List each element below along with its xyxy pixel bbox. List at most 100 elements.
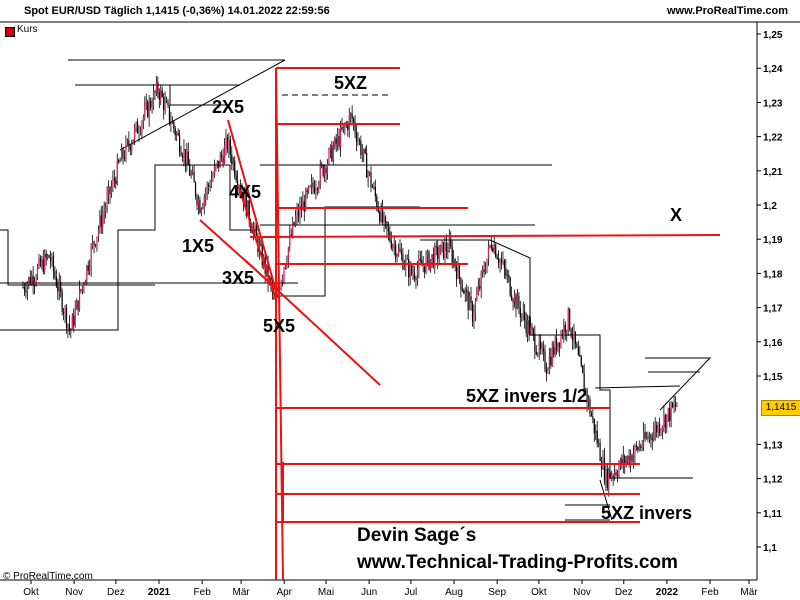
candle-body (358, 140, 360, 142)
candle-body (374, 186, 376, 197)
x-tick-label: Apr (276, 587, 292, 598)
candle-body (161, 90, 163, 97)
candle-body (142, 116, 144, 123)
candle-body (476, 294, 478, 301)
candle-body (148, 100, 150, 117)
y-tick-label: 1,1 (763, 543, 777, 554)
candle-body (509, 277, 511, 296)
candle-body (403, 266, 405, 270)
candle-body (670, 402, 672, 421)
candle-body (466, 289, 468, 292)
candle-body (337, 135, 339, 144)
candle-body (469, 296, 471, 311)
candle-body (215, 164, 217, 167)
candle-body (580, 356, 582, 366)
candle-body (200, 208, 202, 214)
candle-body (138, 132, 140, 134)
x-tick-label: Nov (65, 587, 83, 598)
candle-body (603, 458, 606, 482)
candle-body (490, 245, 492, 248)
candle-body (280, 281, 282, 290)
annotation-label: 2X5 (212, 97, 244, 117)
y-tick-label: 1,19 (763, 235, 783, 246)
candle-body (585, 389, 587, 391)
candle-body (147, 101, 149, 117)
candle-body (673, 404, 675, 408)
candle-body (422, 265, 424, 267)
candle-body (128, 140, 130, 147)
candle-body (435, 246, 437, 248)
candle-body (467, 291, 469, 311)
candle-body (297, 210, 300, 217)
candle-body (598, 443, 600, 445)
candle-body (502, 261, 504, 263)
candle-body (648, 434, 650, 439)
candle-body (587, 399, 590, 403)
candle-body (208, 185, 210, 187)
candle-body (522, 311, 524, 315)
candle-body (106, 195, 108, 208)
candle-body (96, 236, 98, 246)
candle-body (344, 125, 346, 127)
candle-body (496, 257, 498, 260)
candle-body (482, 269, 484, 273)
candle-body (160, 90, 162, 100)
candle-body (122, 148, 124, 158)
candle-body (666, 414, 668, 428)
candle-body (29, 277, 31, 285)
candle-body (234, 160, 236, 176)
candle-body (608, 472, 610, 488)
candle-body (669, 408, 671, 421)
candle-body (52, 256, 55, 271)
candle-body (348, 115, 350, 131)
candle-body (629, 455, 632, 465)
channel-line (169, 85, 230, 106)
candle-body (186, 151, 188, 164)
candle-body (577, 347, 579, 355)
candle-body (187, 151, 189, 166)
candle-body (532, 329, 534, 334)
candle-body (625, 459, 627, 464)
annotation-label: 5X5 (263, 316, 295, 336)
candle-body (235, 175, 237, 181)
candle-body (118, 160, 120, 163)
candle-body (135, 122, 137, 129)
candle-body (123, 157, 126, 159)
candle-body (599, 443, 601, 462)
candle-body (284, 265, 287, 269)
candle-body (100, 215, 102, 228)
candle-body (471, 303, 474, 322)
candle-body (650, 434, 652, 439)
candle-body (492, 247, 494, 252)
candle-body (51, 256, 53, 263)
y-tick-label: 1,18 (763, 269, 783, 280)
candle-body (419, 258, 421, 261)
candle-body (312, 182, 314, 188)
site-label[interactable]: www.ProRealTime.com (667, 5, 789, 17)
candle-body (131, 143, 133, 151)
candle-body (498, 259, 500, 263)
candle-body (551, 347, 553, 366)
candle-body (357, 140, 359, 142)
candle-body (92, 241, 94, 247)
candle-body (93, 241, 95, 245)
candle-body (302, 201, 304, 211)
candle-body (586, 389, 588, 403)
candle-body (582, 365, 584, 374)
candle-body (638, 446, 640, 451)
candle-body (283, 268, 285, 278)
x-tick-label: Dez (615, 587, 633, 598)
candle-body (447, 250, 449, 252)
candle-body (237, 180, 239, 188)
candle-body (360, 140, 362, 155)
candle-body (438, 254, 440, 260)
annotation-label: 5XZ (334, 73, 367, 93)
candle-body (457, 264, 459, 279)
candle-body (342, 125, 345, 130)
candle-body (367, 173, 369, 178)
candle-body (247, 200, 249, 216)
candle-body (289, 235, 291, 248)
candle-body (676, 406, 678, 408)
candle-body (34, 281, 36, 285)
gann-line (249, 234, 721, 238)
